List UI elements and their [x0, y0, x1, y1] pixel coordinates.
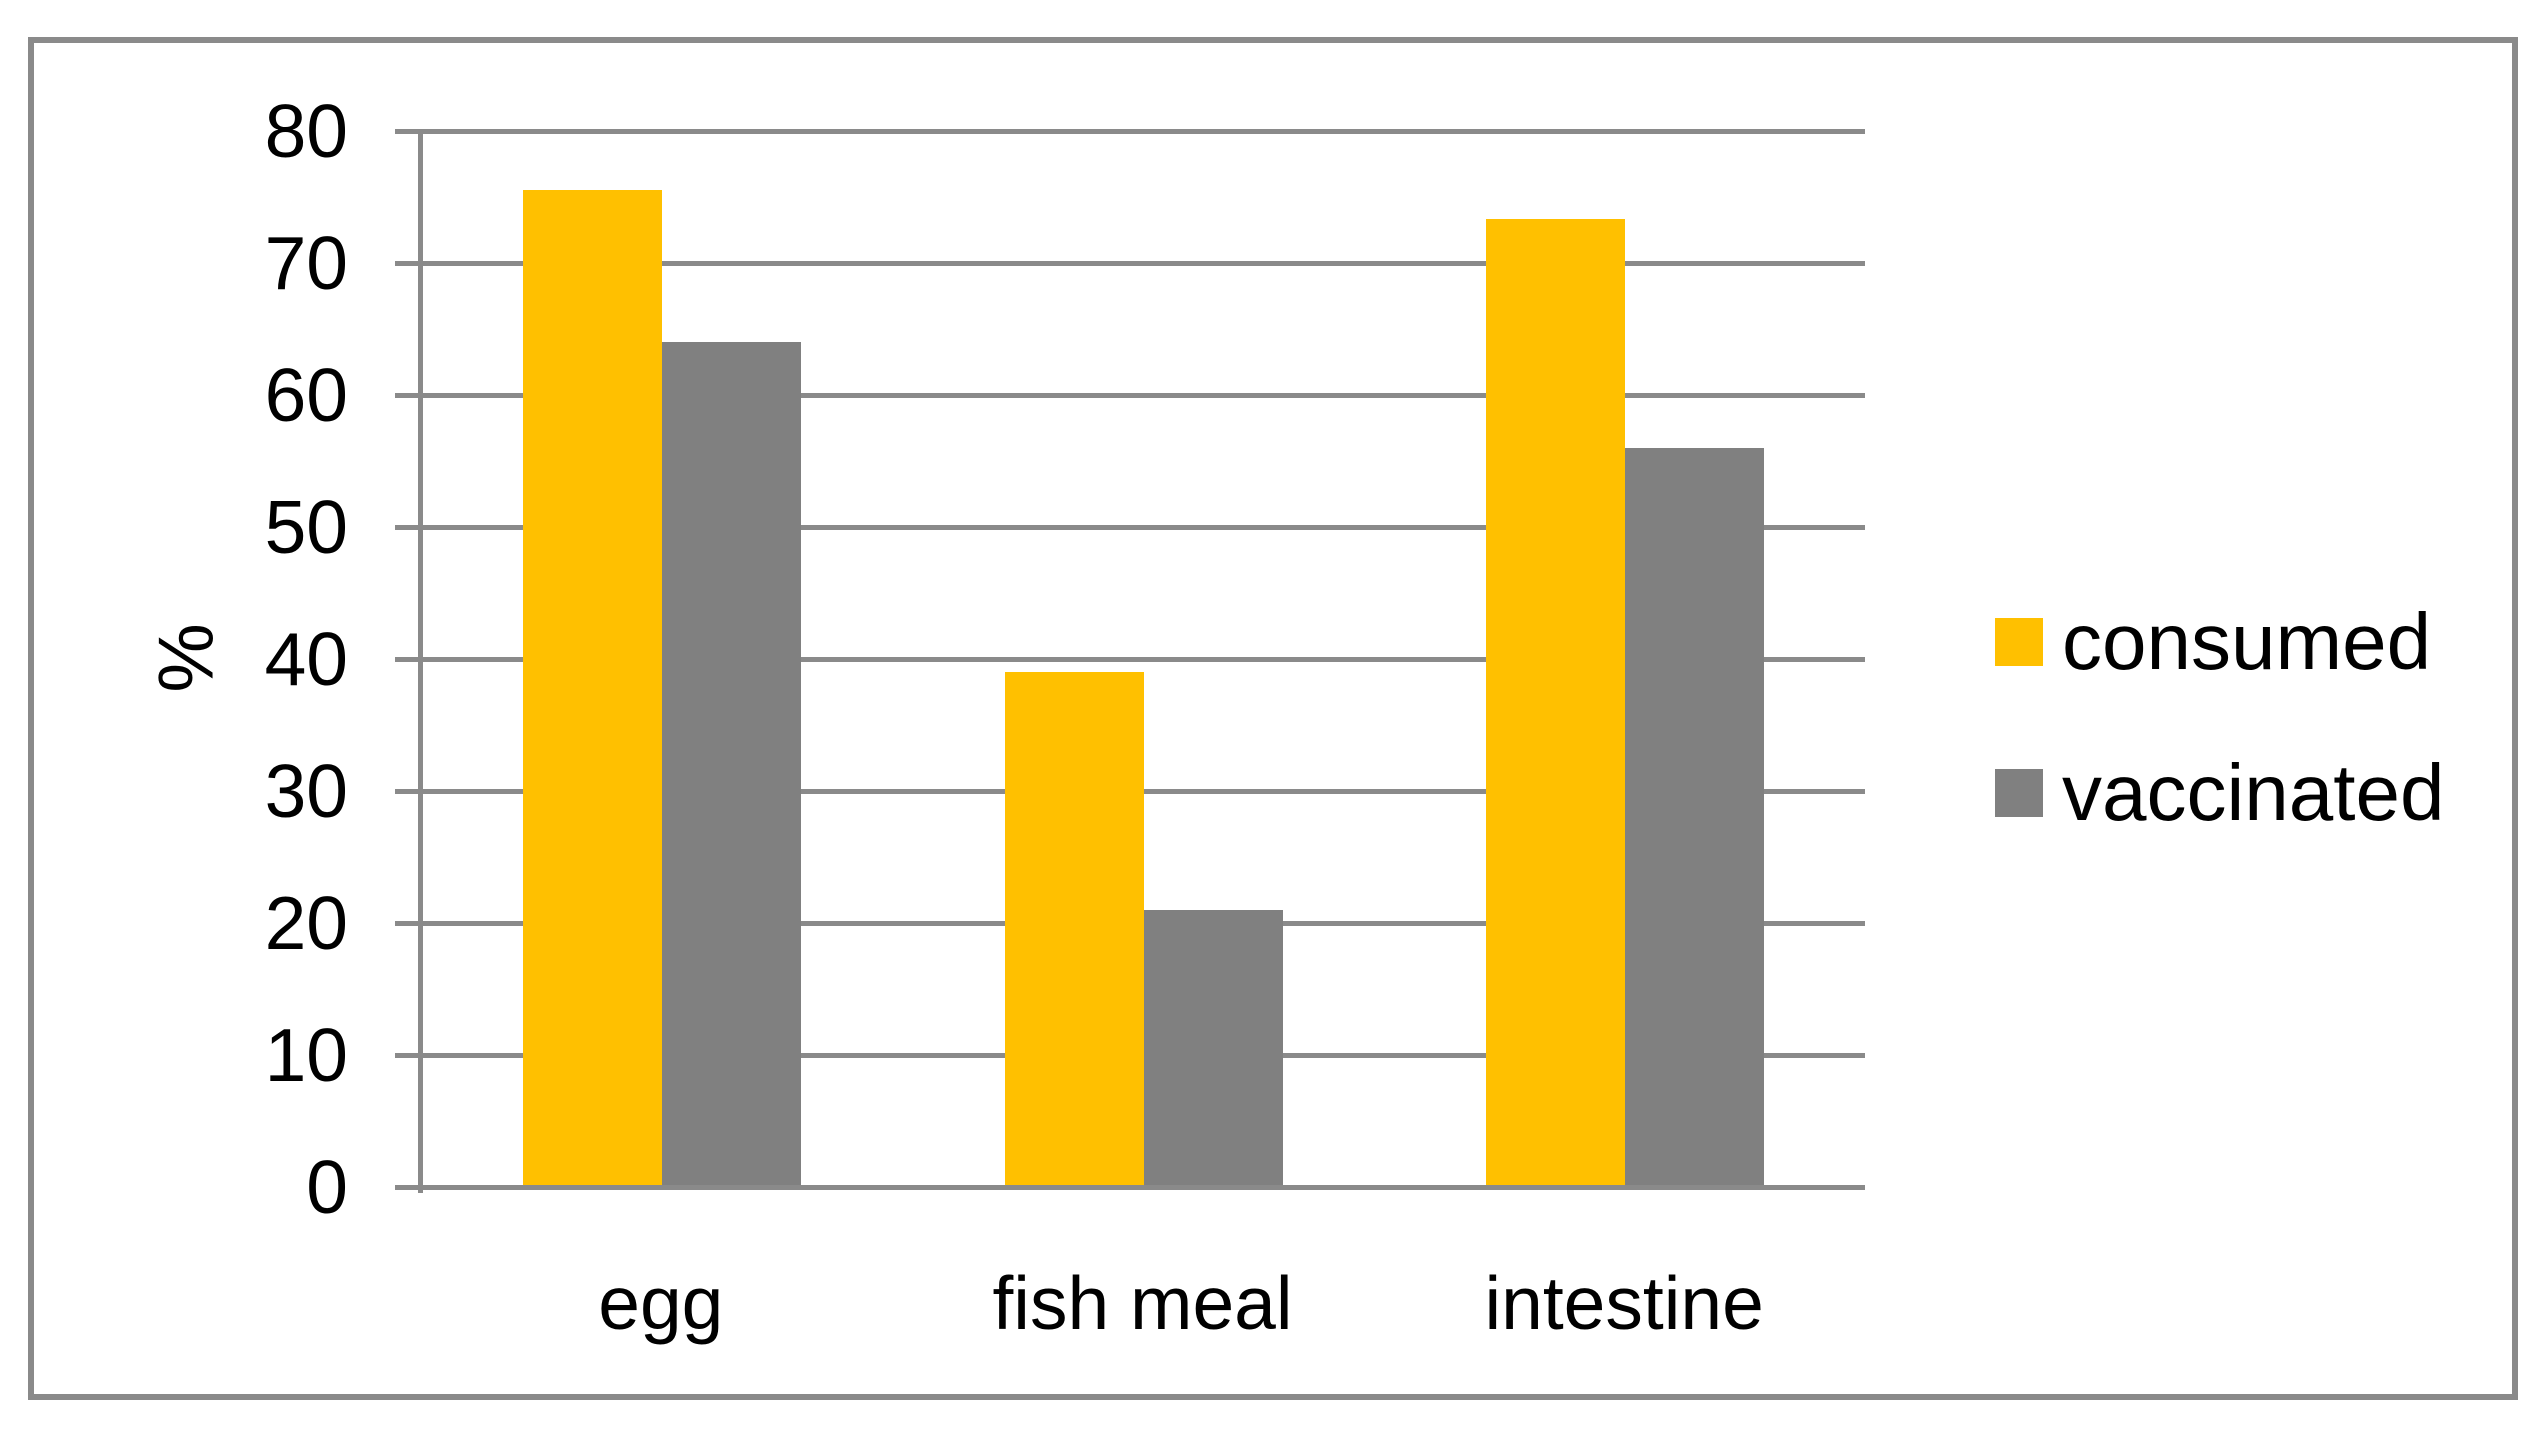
x-axis-baseline [395, 1184, 1865, 1190]
y-tick-label-70: 70 [264, 221, 348, 305]
legend-item-consumed: consumed [1995, 602, 2444, 682]
y-axis-title: % [141, 623, 230, 693]
gridline-y-80 [395, 128, 1865, 134]
bar-consumed-egg [523, 190, 662, 1187]
x-category-label-egg: egg [598, 1261, 724, 1345]
y-tick-label-50: 50 [264, 485, 348, 569]
y-tick-label-80: 80 [264, 89, 348, 173]
y-tick-label-20: 20 [264, 881, 348, 965]
bar-consumed-intestine [1486, 219, 1626, 1187]
y-tick-label-60: 60 [264, 353, 348, 437]
x-category-label-fish-meal: fish meal [992, 1261, 1293, 1345]
legend-label-consumed: consumed [2062, 597, 2432, 686]
legend: consumed vaccinated [1995, 602, 2444, 918]
legend-item-vaccinated: vaccinated [1995, 753, 2444, 833]
y-tick-label-30: 30 [264, 749, 348, 833]
bar-vaccinated-intestine [1625, 447, 1765, 1187]
legend-swatch-vaccinated [1995, 769, 2043, 817]
y-tick-label-0: 0 [306, 1145, 348, 1229]
y-tick-label-40: 40 [264, 617, 348, 701]
y-axis-line [418, 131, 423, 1193]
bar-vaccinated-egg [662, 342, 801, 1187]
gridline-y-60 [395, 392, 1865, 398]
legend-swatch-consumed [1995, 618, 2043, 666]
gridline-y-70 [395, 260, 1865, 266]
gridline-y-40 [395, 656, 1865, 662]
bar-vaccinated-fish-meal [1143, 909, 1283, 1187]
legend-label-vaccinated: vaccinated [2062, 748, 2445, 837]
bar-consumed-fish-meal [1004, 672, 1144, 1187]
x-category-label-intestine: intestine [1484, 1261, 1764, 1345]
y-tick-label-10: 10 [264, 1013, 348, 1097]
gridline-y-50 [395, 524, 1865, 530]
